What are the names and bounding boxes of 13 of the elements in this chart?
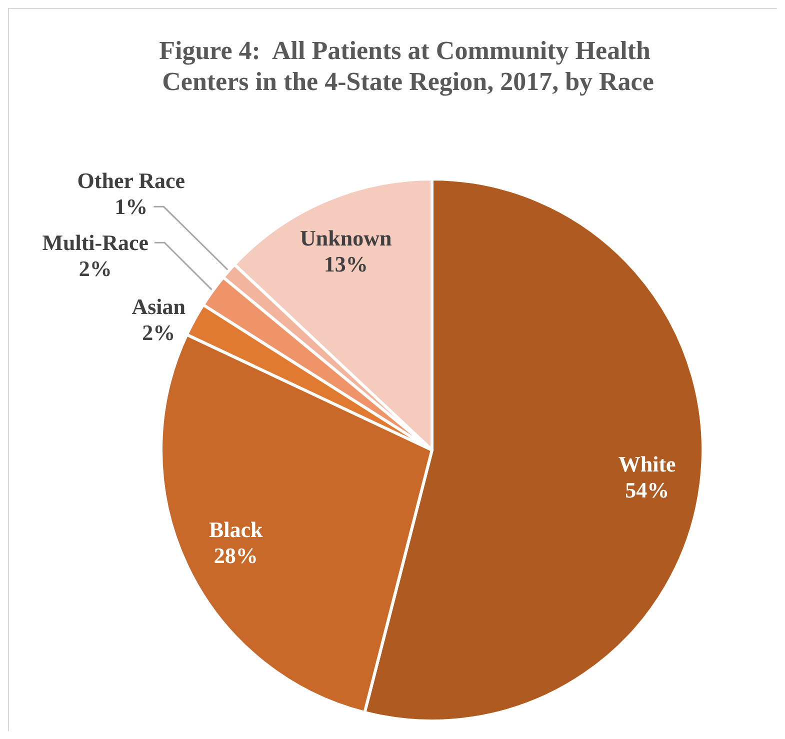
data-label: 54% bbox=[625, 478, 670, 503]
data-label: 2% bbox=[142, 320, 176, 345]
data-label: 1% bbox=[114, 194, 148, 220]
data-label: 28% bbox=[214, 542, 258, 568]
slice-label: Other Race bbox=[77, 168, 186, 194]
slice-label: White bbox=[618, 452, 676, 477]
slice-label: Asian bbox=[132, 294, 186, 319]
slice-label: Multi-Race bbox=[42, 230, 149, 256]
chart-title: Figure 4: All Patients at Community Health Centers in the 4-State Region, 2017, by Race bbox=[159, 36, 657, 96]
slice-label: Unknown bbox=[300, 226, 392, 251]
slice-label: Black bbox=[208, 516, 264, 542]
data-label: 2% bbox=[78, 256, 112, 282]
data-label: 13% bbox=[324, 252, 368, 277]
